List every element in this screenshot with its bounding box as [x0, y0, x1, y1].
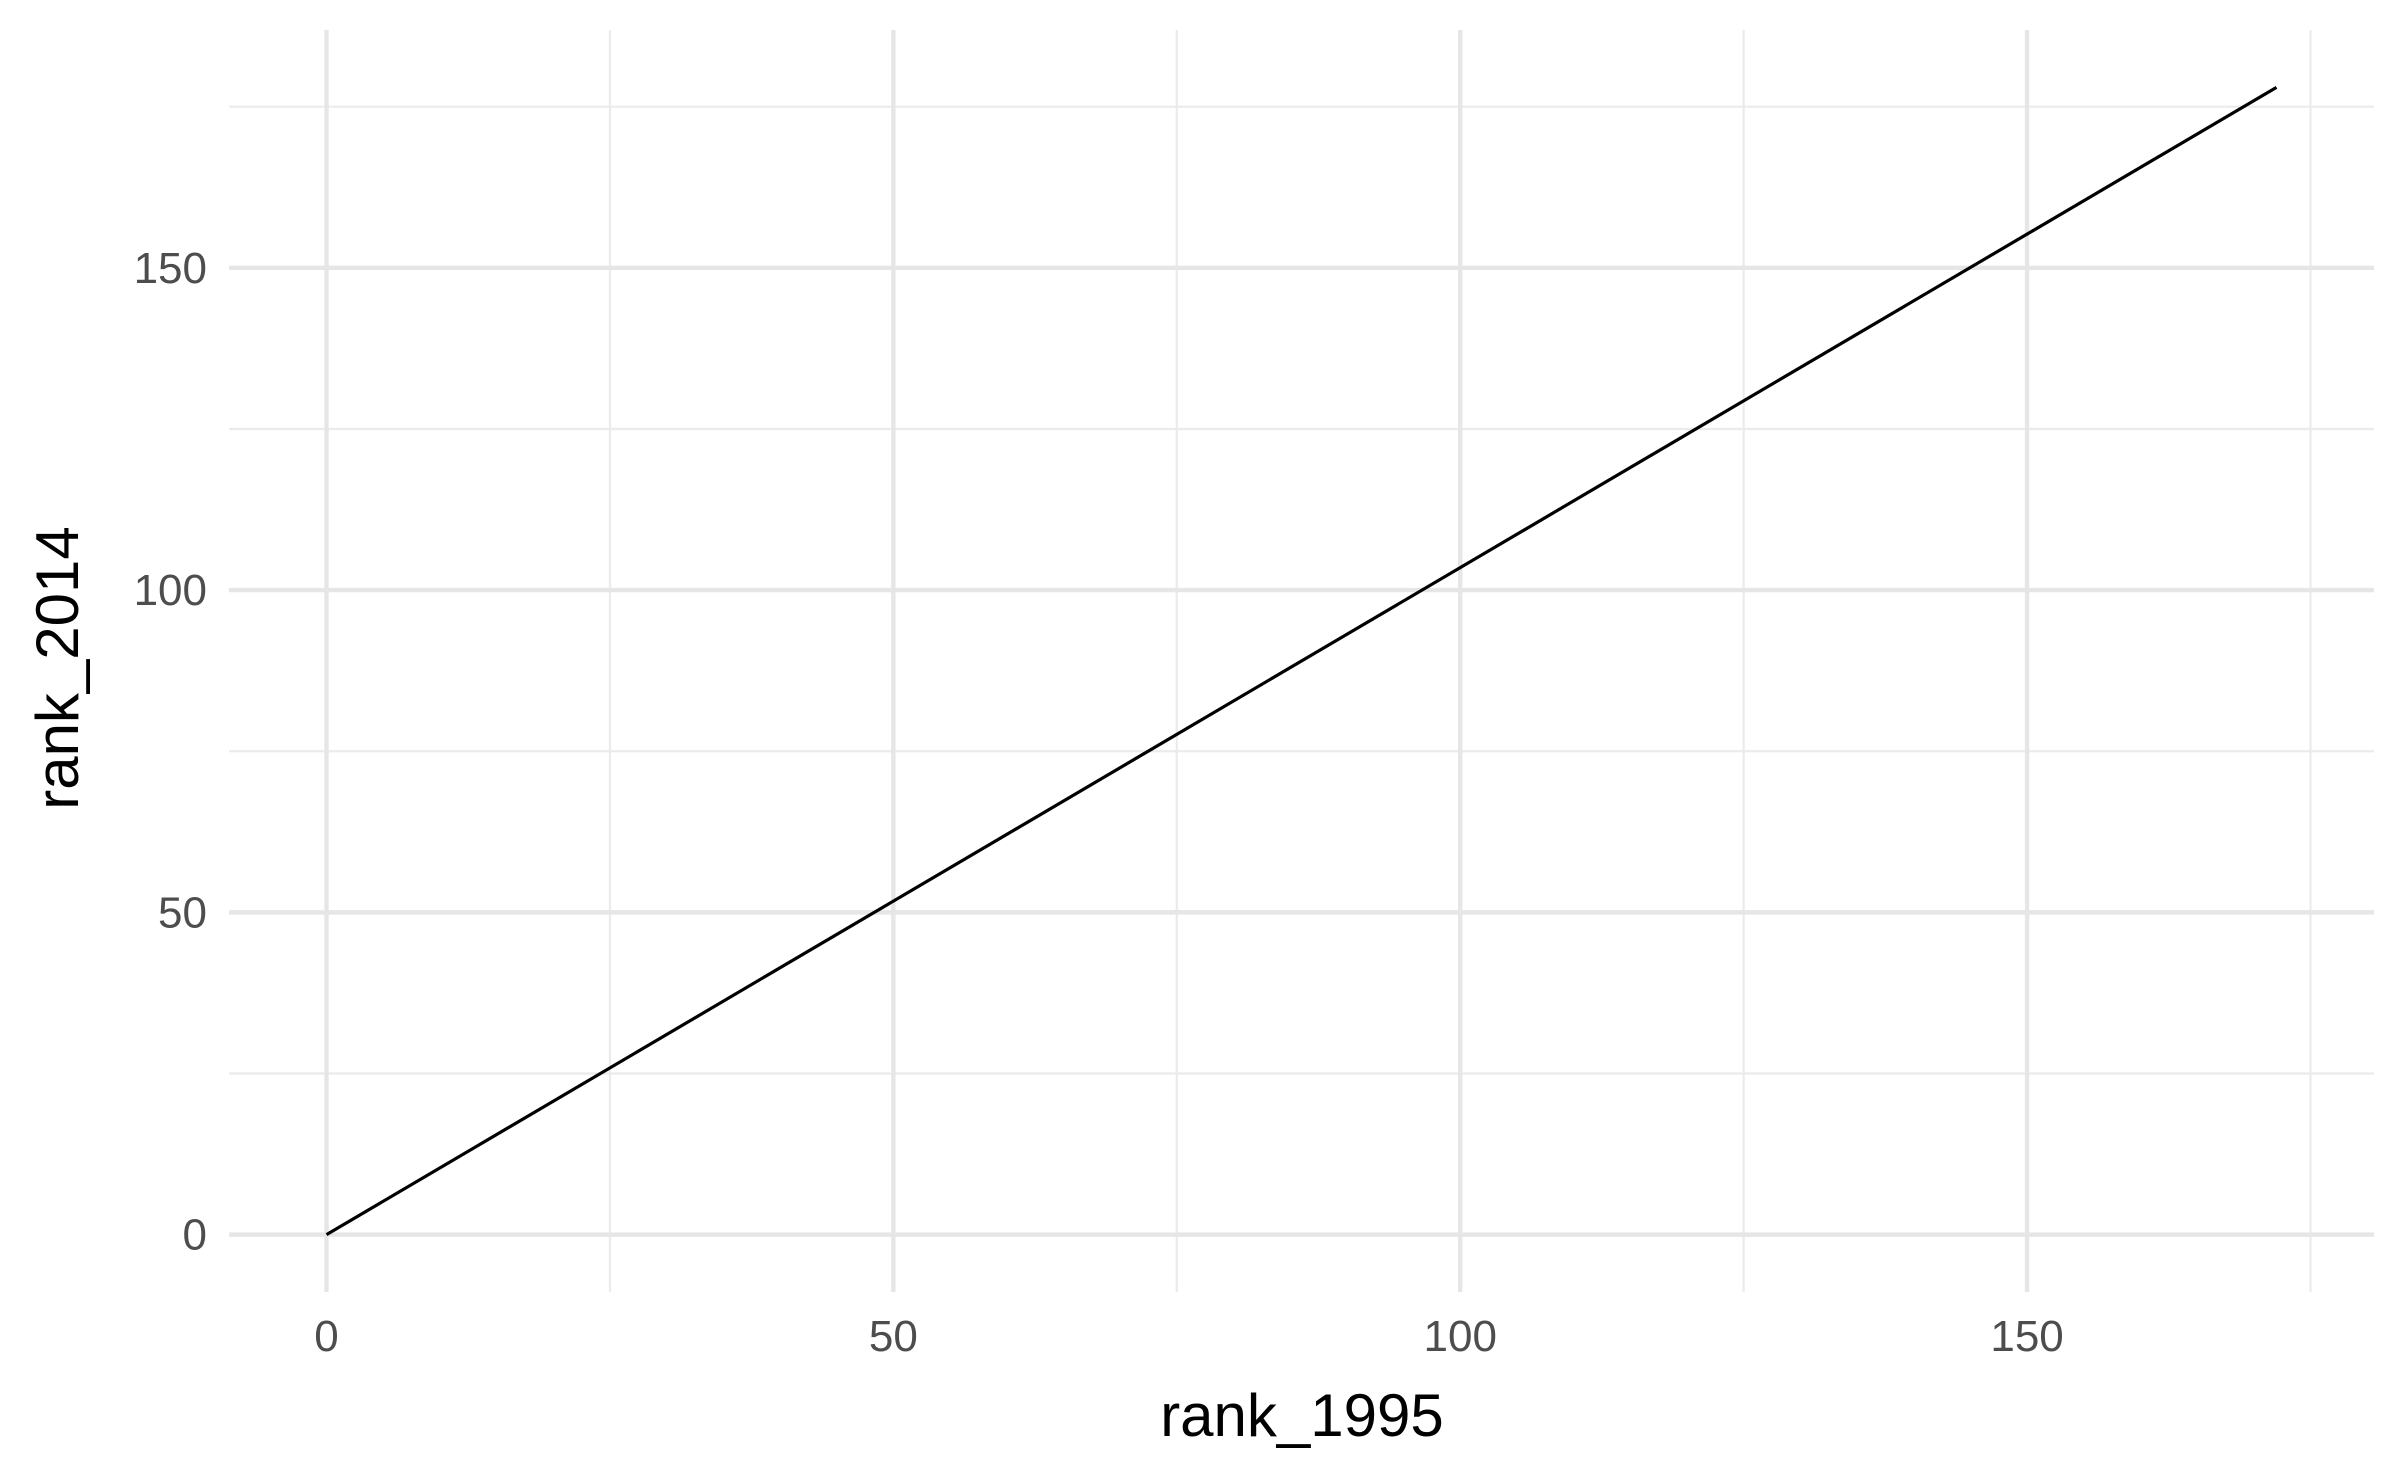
x-axis-title: rank_1995 — [1160, 1382, 1444, 1449]
x-tick-label: 50 — [869, 1312, 918, 1361]
major-gridlines — [229, 30, 2374, 1292]
x-tick-label: 0 — [314, 1312, 338, 1361]
y-tick-label: 0 — [183, 1211, 207, 1260]
x-tick-label: 100 — [1424, 1312, 1497, 1361]
y-tick-labels: 0 50 100 150 — [134, 244, 207, 1260]
y-tick-label: 150 — [134, 244, 207, 293]
series-layer — [325, 85, 2278, 1237]
y-tick-label: 50 — [158, 888, 207, 937]
x-tick-label: 150 — [1990, 1312, 2063, 1361]
y-axis-title: rank_2014 — [24, 526, 91, 810]
minor-gridlines — [229, 30, 2374, 1292]
y-tick-label: 100 — [134, 566, 207, 615]
series-line — [325, 85, 2278, 1237]
x-tick-labels: 0 50 100 150 — [314, 1312, 2064, 1361]
